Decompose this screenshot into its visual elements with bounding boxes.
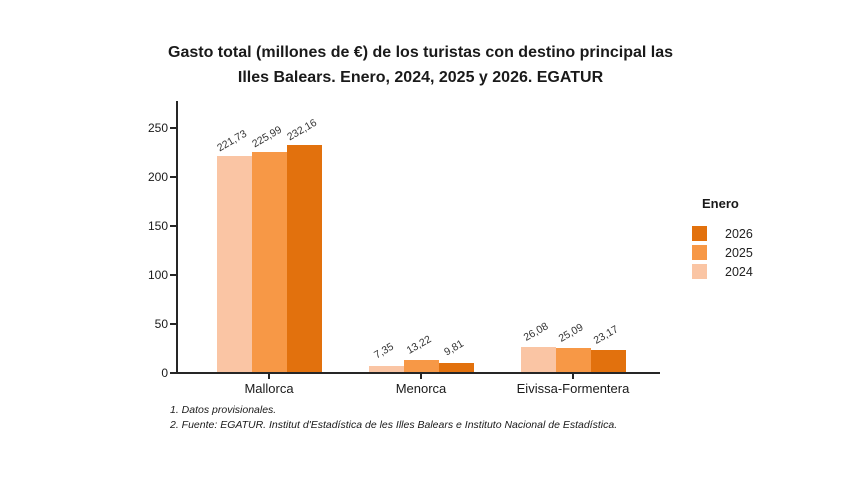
x-category-label: Mallorca [244, 381, 294, 396]
y-tick-mark [170, 323, 176, 325]
x-tick-mark [268, 374, 270, 379]
chart-title: Gasto total (millones de €) de los turis… [90, 40, 751, 90]
y-tick-label: 0 [161, 366, 168, 380]
bar-menorca-2024 [368, 365, 404, 373]
bar-menorca-2026 [438, 363, 474, 373]
legend-items: 2026 2025 2024 [692, 224, 753, 281]
legend-swatch-2026 [692, 226, 707, 241]
x-tick-mark [420, 374, 422, 379]
bar-mallorca-2026 [286, 145, 322, 373]
chart-title-line1: Gasto total (millones de €) de los turis… [168, 44, 673, 61]
bar-menorca-2025 [403, 360, 439, 373]
legend-label: 2025 [725, 245, 753, 260]
x-category-label: Eivissa-Formentera [516, 381, 630, 396]
value-label: 225,99 [250, 123, 284, 150]
footnote-2: 2. Fuente: EGATUR. Institut d'Estadístic… [170, 419, 618, 431]
y-tick-mark [170, 274, 176, 276]
footnote-1: 1. Datos provisionales. [170, 404, 277, 416]
y-tick-label: 250 [147, 121, 168, 135]
value-label: 13,22 [404, 333, 434, 357]
y-tick-mark [170, 127, 176, 129]
y-tick-mark [170, 176, 176, 178]
legend-title: Enero [702, 196, 739, 211]
legend-swatch-2024 [692, 264, 707, 279]
legend-item-2025: 2025 [692, 243, 753, 262]
x-category-label: Menorca [395, 381, 447, 396]
footnotes: 1. Datos provisionales. 2. Fuente: EGATU… [170, 403, 617, 433]
value-label: 23,17 [591, 323, 621, 348]
y-tick-label: 150 [147, 219, 168, 233]
y-tick-mark [170, 372, 176, 374]
legend: Enero 2026 2025 2024 [692, 196, 753, 281]
chart-title-line2: Illes Balears. Enero, 2024, 2025 y 2026.… [237, 69, 604, 86]
legend-label: 2026 [725, 226, 753, 241]
bar-mallorca-2024 [216, 155, 252, 373]
y-tick-label: 200 [147, 170, 168, 184]
x-tick-mark [572, 374, 574, 379]
y-tick-label: 100 [147, 268, 168, 282]
y-tick-label: 50 [154, 317, 168, 331]
x-axis-line [176, 372, 660, 374]
y-axis-line [176, 101, 178, 374]
value-label: 7,35 [372, 340, 396, 362]
value-label: 26,08 [521, 320, 551, 345]
value-label: 221,73 [215, 127, 249, 154]
legend-swatch-2025 [692, 245, 707, 260]
bar-eivissa-formentera-2025 [555, 348, 591, 373]
bar-eivissa-formentera-2024 [520, 347, 556, 373]
legend-item-2024: 2024 [692, 262, 753, 281]
value-label: 232,16 [285, 117, 319, 144]
y-tick-mark [170, 225, 176, 227]
bar-mallorca-2025 [251, 151, 287, 373]
value-label: 25,09 [556, 321, 586, 346]
value-label: 9,81 [442, 338, 466, 359]
legend-item-2026: 2026 [692, 224, 753, 243]
bar-eivissa-formentera-2026 [590, 350, 626, 373]
legend-label: 2024 [725, 264, 753, 279]
